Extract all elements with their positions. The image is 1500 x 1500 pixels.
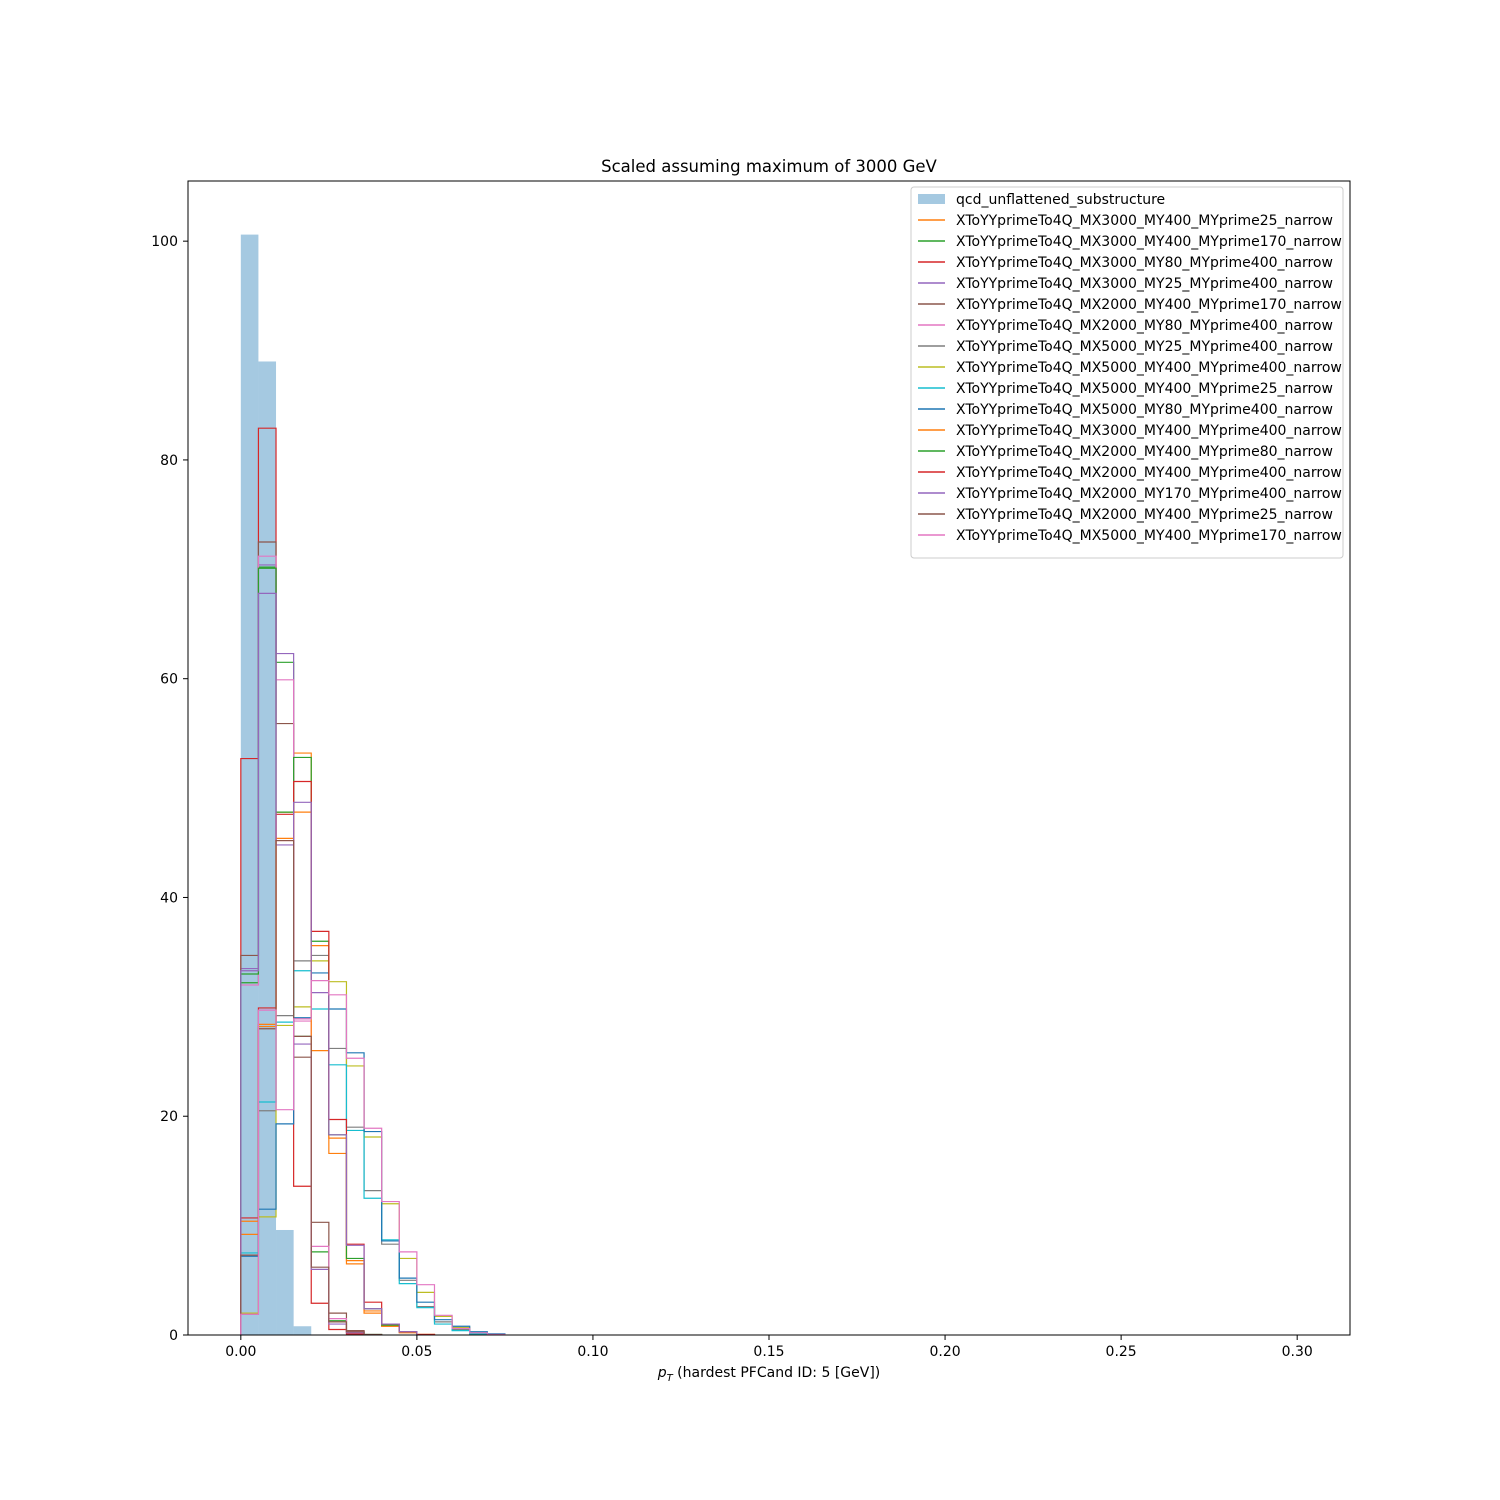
y-tick-label-80: 80 [160, 453, 178, 469]
x-tick-label-0: 0.00 [225, 1344, 256, 1360]
series-step-8 [240, 960, 506, 1336]
legend-label-9: XToYYprimeTo4Q_MX5000_MY400_MYprime25_na… [956, 381, 1333, 397]
legend-label-5: XToYYprimeTo4Q_MX2000_MY400_MYprime170_n… [956, 297, 1342, 313]
y-axis: 0 20 40 60 80 100 [151, 234, 188, 1344]
legend-label-0: qcd_unflattened_substructure [956, 192, 1165, 208]
legend-label-8: XToYYprimeTo4Q_MX5000_MY400_MYprime400_n… [956, 360, 1342, 376]
x-axis-label: pT (hardest PFCand ID: 5 [GeV]) [657, 1365, 881, 1384]
legend-label-13: XToYYprimeTo4Q_MX2000_MY400_MYprime400_n… [956, 465, 1342, 481]
x-tick-label-5: 0.25 [1106, 1344, 1137, 1360]
legend-label-3: XToYYprimeTo4Q_MX3000_MY80_MYprime400_na… [956, 255, 1333, 271]
legend-label-12: XToYYprimeTo4Q_MX2000_MY400_MYprime80_na… [956, 444, 1333, 460]
legend: qcd_unflattened_substructure XToYYprimeTo… [910, 186, 1344, 559]
chart-title: Scaled assuming maximum of 3000 GeV [601, 157, 937, 176]
legend-box [910, 186, 1344, 559]
legend-label-16: XToYYprimeTo4Q_MX5000_MY400_MYprime170_n… [956, 528, 1342, 544]
legend-swatch-0 [918, 194, 945, 204]
y-tick-label-20: 20 [160, 1109, 178, 1125]
qcd-bar-1 [258, 361, 277, 1335]
series-step-11 [240, 811, 436, 1336]
x-axis: 0.00 0.05 0.10 0.15 0.20 0.25 0.30 [225, 1335, 1313, 1360]
legend-label-1: XToYYprimeTo4Q_MX3000_MY400_MYprime25_na… [956, 213, 1333, 229]
qcd-bar-2 [276, 1229, 294, 1335]
series-step-7 [240, 954, 506, 1336]
x-tick-label-6: 0.30 [1282, 1344, 1313, 1360]
x-tick-label-2: 0.10 [577, 1344, 608, 1360]
legend-label-14: XToYYprimeTo4Q_MX2000_MY170_MYprime400_n… [956, 486, 1342, 502]
qcd-bar-3 [293, 1326, 312, 1335]
legend-label-4: XToYYprimeTo4Q_MX3000_MY25_MYprime400_na… [956, 276, 1333, 292]
legend-label-15: XToYYprimeTo4Q_MX2000_MY400_MYprime25_na… [956, 507, 1333, 523]
x-tick-label-4: 0.20 [929, 1344, 960, 1360]
y-tick-label-60: 60 [160, 672, 178, 688]
series-step-10 [240, 972, 506, 1335]
x-axis-label-subscript: T [667, 1373, 674, 1384]
qcd-bar-0 [240, 234, 259, 1335]
y-tick-label-0: 0 [169, 1328, 178, 1344]
legend-label-11: XToYYprimeTo4Q_MX3000_MY400_MYprime400_n… [956, 423, 1342, 439]
y-tick-label-100: 100 [151, 234, 178, 250]
x-axis-label-text: (hardest PFCand ID: 5 [GeV]) [673, 1365, 881, 1381]
axes-frame [187, 180, 1351, 1336]
y-tick-label-40: 40 [160, 890, 178, 906]
series-step-14 [240, 592, 418, 1335]
legend-label-2: XToYYprimeTo4Q_MX3000_MY400_MYprime170_n… [956, 234, 1342, 250]
x-axis-label-symbol: p [657, 1365, 667, 1381]
legend-label-7: XToYYprimeTo4Q_MX5000_MY25_MYprime400_na… [956, 339, 1333, 355]
x-tick-label-1: 0.05 [401, 1344, 432, 1360]
x-tick-label-3: 0.15 [753, 1344, 784, 1360]
plot-area [240, 234, 506, 1336]
legend-label-6: XToYYprimeTo4Q_MX2000_MY80_MYprime400_na… [956, 318, 1333, 334]
legend-label-10: XToYYprimeTo4Q_MX5000_MY80_MYprime400_na… [956, 402, 1333, 418]
series-step-16 [240, 979, 506, 1336]
